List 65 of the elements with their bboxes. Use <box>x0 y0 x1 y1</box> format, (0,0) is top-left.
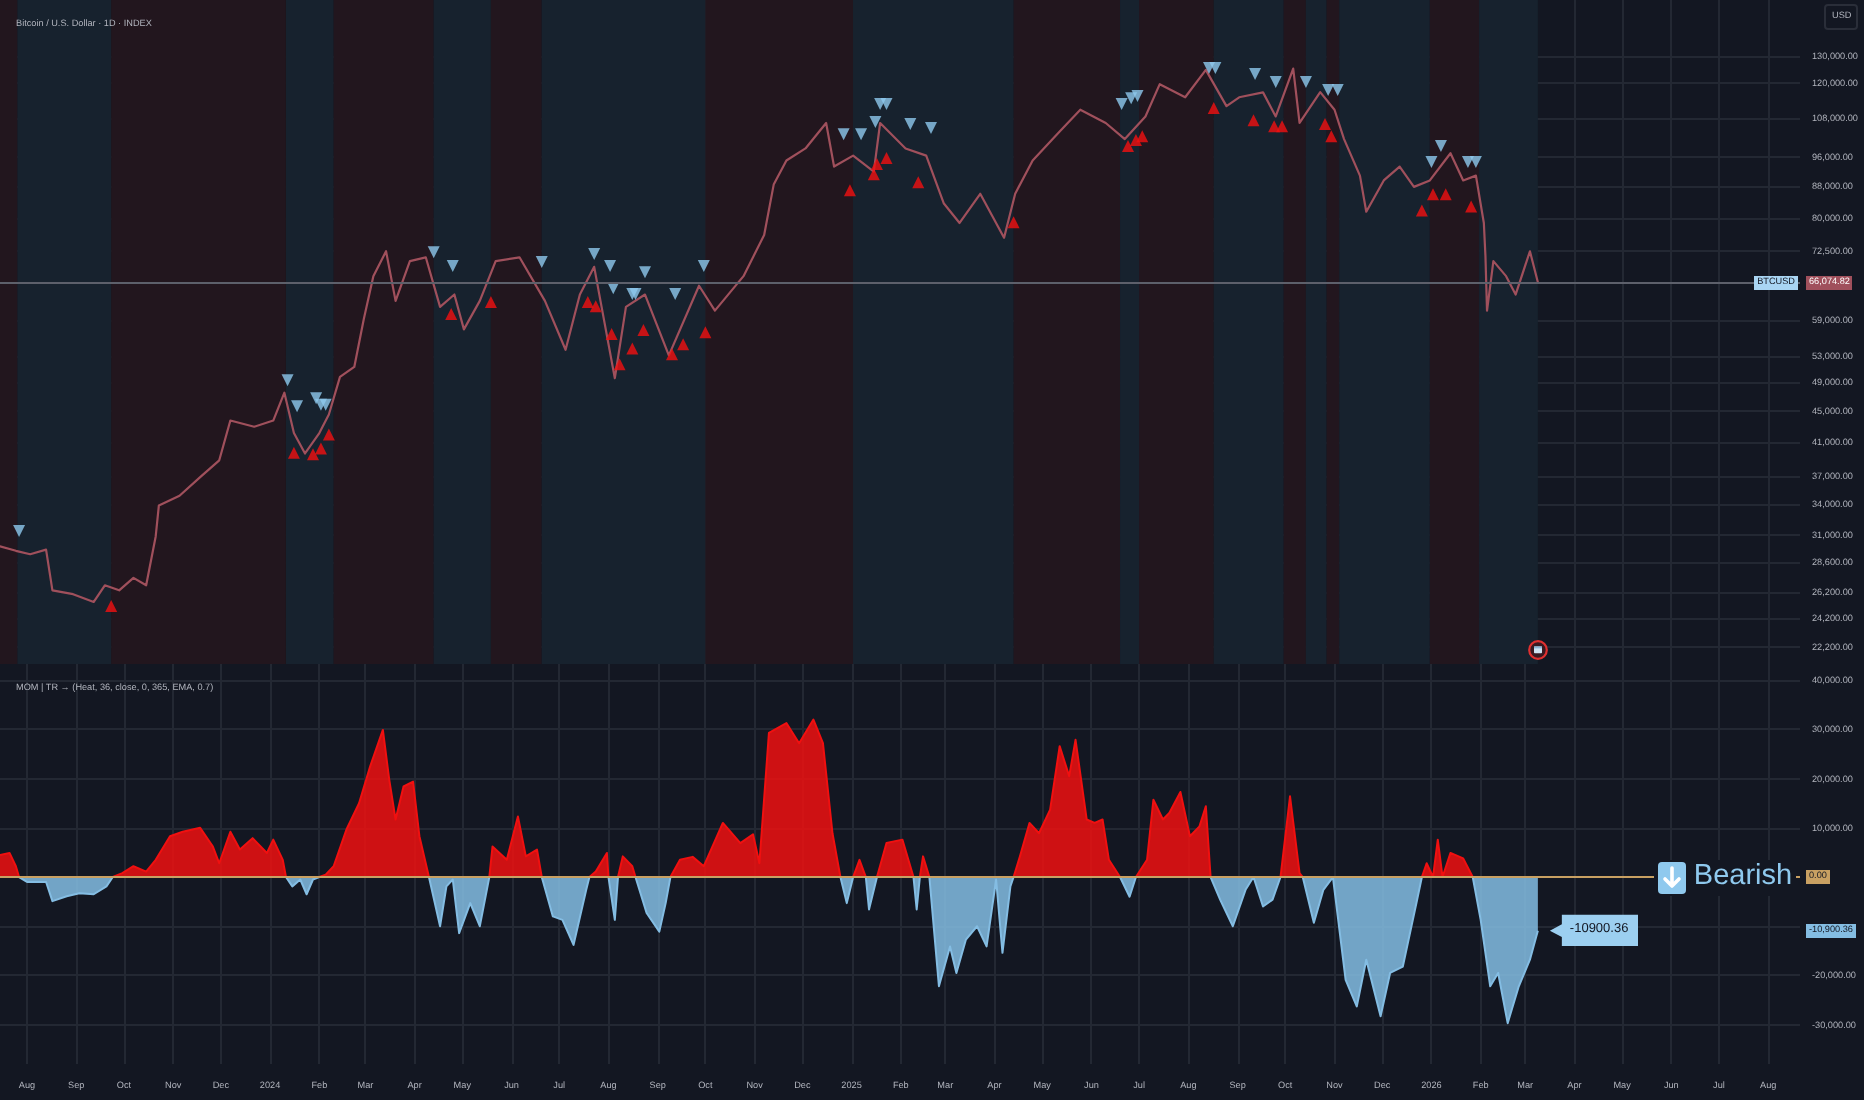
point <box>322 428 335 441</box>
point <box>1129 134 1142 147</box>
point <box>1425 155 1438 168</box>
point <box>446 259 459 272</box>
point <box>637 323 650 336</box>
point <box>604 259 617 272</box>
point <box>13 525 26 538</box>
point <box>699 326 712 339</box>
point <box>1434 140 1447 153</box>
point <box>1007 216 1020 229</box>
point <box>605 328 618 341</box>
point <box>427 246 440 259</box>
point <box>626 342 639 355</box>
point <box>639 266 652 279</box>
point <box>319 398 332 411</box>
point <box>588 248 601 261</box>
point <box>287 446 300 459</box>
point <box>445 307 458 320</box>
point <box>924 122 937 135</box>
point <box>105 599 118 612</box>
point <box>912 176 925 189</box>
point <box>310 392 323 405</box>
point <box>581 295 594 308</box>
point <box>1465 200 1478 213</box>
point <box>867 168 880 181</box>
point <box>1322 84 1335 97</box>
point <box>1439 188 1452 201</box>
point <box>1131 90 1144 103</box>
point <box>880 152 893 165</box>
point <box>1318 117 1331 130</box>
point <box>855 128 868 141</box>
point <box>535 256 548 269</box>
point <box>1209 62 1222 75</box>
point <box>697 259 710 272</box>
point <box>1269 75 1282 88</box>
point <box>1207 101 1220 114</box>
point <box>291 400 304 413</box>
point <box>589 300 602 313</box>
point <box>306 448 319 461</box>
point <box>1331 84 1344 97</box>
point <box>904 117 917 130</box>
point <box>1136 130 1149 143</box>
point <box>870 158 883 171</box>
point <box>1427 188 1440 201</box>
point <box>869 116 882 129</box>
point <box>1299 75 1312 88</box>
point <box>1247 114 1260 127</box>
point <box>281 374 294 387</box>
point <box>843 184 856 197</box>
point <box>613 358 626 371</box>
point <box>666 348 679 361</box>
point <box>837 128 850 141</box>
point <box>1276 120 1289 133</box>
point <box>880 98 893 111</box>
point <box>1325 130 1338 143</box>
point <box>314 442 327 455</box>
point <box>1115 98 1128 111</box>
point <box>1415 204 1428 217</box>
annotation: Bearish <box>1693 860 1793 893</box>
point <box>1121 140 1134 153</box>
point <box>669 288 682 301</box>
point <box>484 295 497 308</box>
point <box>677 338 690 351</box>
point <box>1469 155 1482 168</box>
point <box>1249 67 1262 80</box>
